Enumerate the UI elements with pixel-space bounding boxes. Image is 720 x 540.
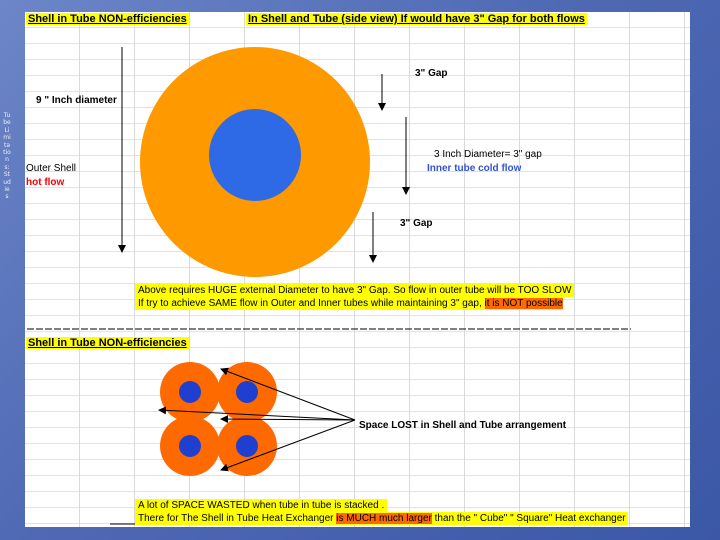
space-lost-label: Space LOST in Shell and Tube arrangement xyxy=(359,420,567,431)
tube-inner-circle xyxy=(236,381,258,403)
bottom-note-line2-b: is MUCH much larger xyxy=(336,513,432,524)
hot-flow-label: hot flow xyxy=(26,177,65,188)
diameter-9-label: 9 " Inch diameter xyxy=(36,95,117,106)
bottom-note-line2: There for The Shell in Tube Heat Exchang… xyxy=(135,512,628,525)
tube-inner-circle xyxy=(236,435,258,457)
diameter-3-label: 3 Inch Diameter= 3" gap xyxy=(434,149,542,160)
top-note-line2-text: If try to achieve SAME flow in Outer and… xyxy=(138,298,482,309)
bottom-note-line1: A lot of SPACE WASTED when tube in tube … xyxy=(135,499,388,512)
arrow-space-lost xyxy=(220,367,356,421)
arrow-space-lost xyxy=(220,419,356,472)
spreadsheet-sheet: Shell in Tube NON-efficiencies In Shell … xyxy=(25,12,690,527)
inner-tube-circle xyxy=(209,109,301,201)
tube-inner-circle xyxy=(179,381,201,403)
top-note-line2-highlight: it is NOT possible xyxy=(484,298,563,309)
inner-tube-label: Inner tube cold flow xyxy=(427,163,522,174)
gap-label-top: 3" Gap xyxy=(415,68,448,79)
side-strip-text: Tube Limitations: Studies xyxy=(3,112,11,201)
top-right-title: In Shell and Tube (side view) If would h… xyxy=(246,13,587,25)
outer-shell-label: Outer Shell xyxy=(26,163,77,174)
gap-label-bottom: 3" Gap xyxy=(400,218,433,229)
bottom-note-line2-c: than the " Cube" " Square" Heat exchange… xyxy=(434,513,626,524)
bottom-note-line2-a: There for The Shell in Tube Heat Exchang… xyxy=(138,513,334,524)
top-left-title: Shell in Tube NON-efficiencies xyxy=(26,13,189,25)
tube-inner-circle xyxy=(179,435,201,457)
arrow-space-lost xyxy=(158,406,356,421)
top-note-line1: Above requires HUGE external Diameter to… xyxy=(135,284,575,297)
bottom-title: Shell in Tube NON-efficiencies xyxy=(26,337,189,349)
diagram-graphics xyxy=(27,47,631,525)
arrow-space-lost xyxy=(220,415,356,424)
top-note-line2: If try to achieve SAME flow in Outer and… xyxy=(135,297,563,310)
